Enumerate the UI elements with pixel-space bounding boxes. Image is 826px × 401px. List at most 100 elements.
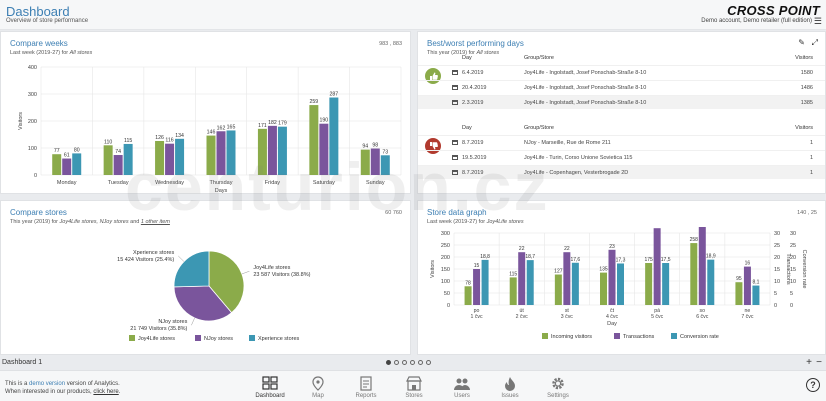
bar[interactable] [518,252,526,305]
bar[interactable] [123,143,133,175]
col-group-header: Group/Store [524,55,554,61]
page-dot[interactable] [418,360,423,365]
nav-dashboard[interactable]: Dashboard [246,373,294,401]
bar[interactable] [645,263,653,305]
bar[interactable] [707,259,715,305]
bar[interactable] [216,131,226,175]
pie-slice[interactable] [208,250,245,314]
data-label: 80 [74,147,80,153]
bar[interactable] [464,286,472,305]
table-row[interactable]: 20.4.2019 Joy4Life - Ingolstadt, Josef Po… [418,80,825,94]
bar[interactable] [752,285,760,305]
table-row[interactable]: 2.3.2019 Joy4Life - Ingolstadt, Josef Pon… [418,95,825,109]
dashboard-name[interactable]: Dashboard 1 [2,359,43,366]
bar[interactable] [509,277,517,305]
click-here-link[interactable]: click here [93,389,119,395]
x-tick-label: Monday [57,180,77,186]
bar[interactable] [226,130,236,175]
bar[interactable] [257,128,267,175]
pie-slice[interactable] [173,285,233,322]
bar[interactable] [735,282,743,305]
table-row[interactable]: 8.7.2019 NJoy - Marseille, Rue de Rome 21… [418,135,825,149]
table-row[interactable]: 8.7.2019 Joy4Life - Copenhagen, Vesterbro… [418,165,825,179]
pie-leader-line [178,255,185,262]
table-row[interactable]: 6.4.2019 Joy4Life - Ingolstadt, Josef Pon… [418,65,825,79]
bar[interactable] [653,228,661,305]
page-dot[interactable] [410,360,415,365]
data-label: 127 [554,269,563,275]
data-label: 77 [54,148,60,154]
bar[interactable] [206,135,216,175]
legend-label[interactable]: Joy4Life stores [138,336,175,342]
page-dot[interactable] [402,360,407,365]
bar[interactable] [571,262,579,305]
bar[interactable] [473,269,481,305]
nav-issues[interactable]: Issues [486,373,534,401]
legend-label[interactable]: Incoming visitors [551,334,592,340]
help-button[interactable]: ? [806,378,820,392]
legend-label[interactable]: Transactions [623,334,655,340]
nav-map[interactable]: Map [294,373,342,401]
page-dot[interactable] [394,360,399,365]
bar[interactable] [309,105,319,175]
store-cell: NJoy - Marseille, Rue de Rome 211 [524,140,611,146]
data-label: 22 [564,246,570,252]
bar[interactable] [698,227,706,305]
flame-icon [486,375,534,392]
bar[interactable] [52,154,62,175]
hamburger-menu-icon[interactable]: ☰ [813,16,822,26]
bar[interactable] [617,263,624,305]
bar[interactable] [743,266,751,305]
edit-pencil-icon[interactable]: ✎ [798,38,805,47]
bar[interactable] [600,272,607,305]
account-label[interactable]: Demo account, Demo retailer (full editio… [701,18,812,24]
slice-label: NJoy stores [158,319,187,325]
bar[interactable] [563,252,571,305]
pie-slice[interactable] [173,250,210,288]
bar[interactable] [554,274,562,305]
nav-stores[interactable]: Stores [390,373,438,401]
expand-icon[interactable]: ⤢ [811,38,818,47]
bar[interactable] [481,259,489,305]
demo-version-link[interactable]: demo version [29,381,66,387]
visitors-cell: 1580 [800,70,813,76]
add-dashboard-button[interactable]: + [806,357,812,368]
visitors-cell: 1385 [800,100,813,106]
page-dot[interactable] [386,360,391,365]
bar[interactable] [277,126,287,175]
bar[interactable] [165,143,175,175]
legend-label[interactable]: Xperience stores [258,336,300,342]
bar[interactable] [72,153,82,175]
bar[interactable] [690,243,698,305]
data-label: 16 [745,261,751,267]
bar[interactable] [329,97,339,175]
other-item-link[interactable]: 1 other item [140,219,170,225]
remove-dashboard-button[interactable]: − [816,357,822,368]
table-row[interactable]: 19.5.2019 Joy4Life - Turin, Corso Unione … [418,150,825,164]
bar[interactable] [662,263,670,305]
data-label: 165 [227,124,236,130]
nav-users[interactable]: Users [438,373,486,401]
bar[interactable] [267,125,277,175]
bar[interactable] [526,260,534,305]
data-label: 32 [654,227,660,228]
y-tick-label: 100 [28,146,37,152]
bar[interactable] [175,138,185,175]
bar[interactable] [360,149,370,175]
day-cell: 20.4.2019 [462,85,487,91]
nav-label: Settings [547,393,569,399]
bar[interactable] [62,158,72,175]
bar[interactable] [155,140,165,175]
bar[interactable] [113,155,123,175]
page-dot[interactable] [426,360,431,365]
legend-label[interactable]: NJoy stores [204,336,233,342]
legend-label[interactable]: Conversion rate [680,334,719,340]
data-label: 190 [320,118,329,124]
nav-settings[interactable]: Settings [534,373,582,401]
bar[interactable] [370,148,380,175]
bar[interactable] [608,249,616,305]
bar[interactable] [103,145,113,175]
bar[interactable] [319,123,329,175]
nav-reports[interactable]: Reports [342,373,390,401]
bar[interactable] [380,155,390,175]
